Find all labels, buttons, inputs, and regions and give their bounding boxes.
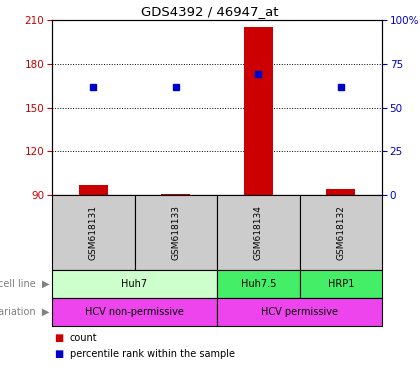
Text: GSM618133: GSM618133 (171, 205, 180, 260)
Bar (161, 194, 190, 195)
Text: HCV permissive: HCV permissive (261, 307, 338, 317)
Text: HCV non-permissive: HCV non-permissive (85, 307, 184, 317)
Bar (244, 27, 273, 195)
Text: Huh7: Huh7 (121, 279, 147, 289)
Text: count: count (70, 333, 97, 343)
Text: genotype/variation  ▶: genotype/variation ▶ (0, 307, 49, 317)
Text: GSM618134: GSM618134 (254, 205, 263, 260)
Text: cell line  ▶: cell line ▶ (0, 279, 49, 289)
Text: percentile rank within the sample: percentile rank within the sample (70, 349, 235, 359)
Text: GSM618132: GSM618132 (336, 205, 345, 260)
Text: GDS4392 / 46947_at: GDS4392 / 46947_at (141, 5, 279, 18)
Bar (79, 185, 108, 195)
Text: GSM618131: GSM618131 (89, 205, 98, 260)
Text: Huh7.5: Huh7.5 (241, 279, 276, 289)
Text: ■: ■ (54, 349, 63, 359)
Text: ■: ■ (54, 333, 63, 343)
Text: HRP1: HRP1 (328, 279, 354, 289)
Bar (326, 189, 355, 195)
